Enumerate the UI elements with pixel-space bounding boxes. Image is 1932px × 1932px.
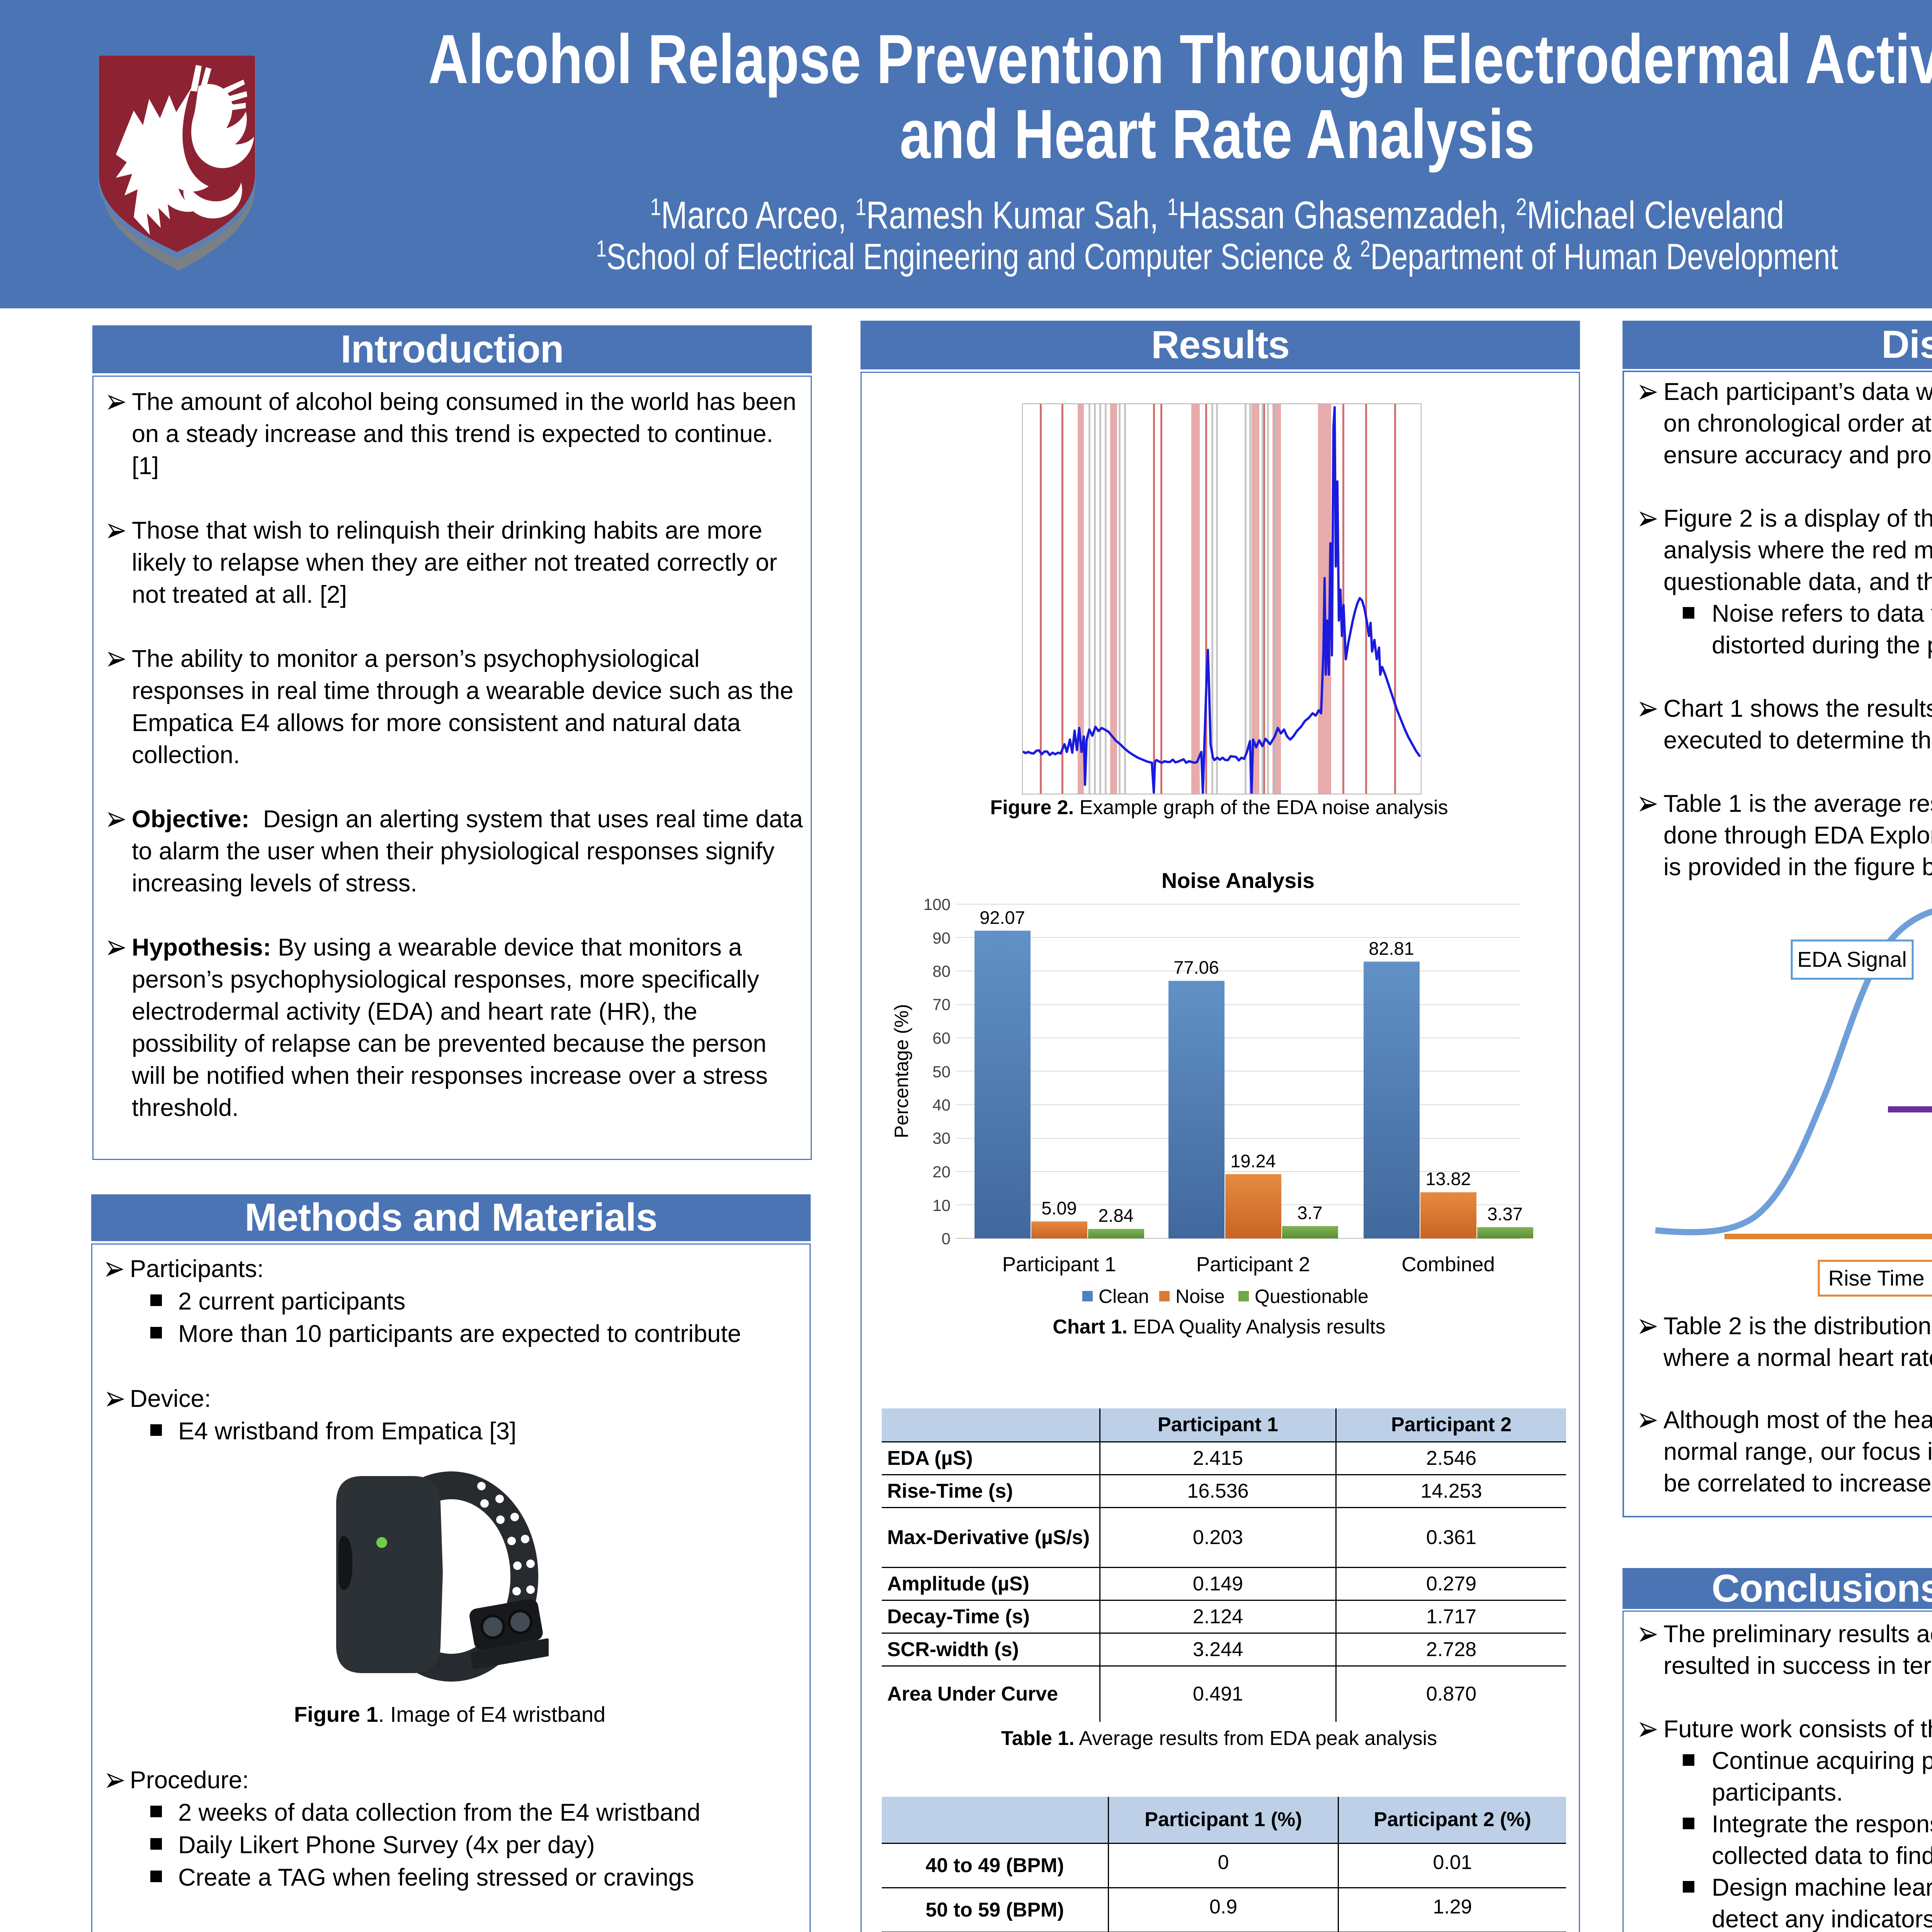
svg-text:77.06: 77.06 [1173, 957, 1219, 978]
svg-text:Participant 1: Participant 1 [1002, 1253, 1116, 1276]
svg-text:Noise: Noise [1175, 1286, 1225, 1307]
svg-text:100: 100 [923, 895, 951, 913]
svg-text:Questionable: Questionable [1255, 1286, 1369, 1307]
svg-text:50: 50 [932, 1063, 951, 1081]
svg-text:40: 40 [932, 1096, 951, 1114]
svg-text:19.24: 19.24 [1230, 1151, 1276, 1171]
svg-text:70: 70 [932, 995, 951, 1014]
svg-text:30: 30 [932, 1129, 951, 1147]
svg-text:Combined: Combined [1401, 1253, 1495, 1276]
svg-text:2.84: 2.84 [1098, 1205, 1133, 1226]
svg-text:Noise Analysis: Noise Analysis [1162, 868, 1315, 893]
svg-text:10: 10 [932, 1196, 951, 1214]
svg-text:3.7: 3.7 [1297, 1202, 1322, 1223]
svg-text:Percentage (%): Percentage (%) [891, 1004, 912, 1138]
svg-text:3.37: 3.37 [1487, 1204, 1522, 1224]
svg-text:92.07: 92.07 [980, 907, 1025, 928]
svg-text:60: 60 [932, 1029, 951, 1047]
svg-text:Rise Time: Rise Time [1828, 1266, 1925, 1290]
svg-text:20: 20 [932, 1163, 951, 1181]
svg-text:80: 80 [932, 962, 951, 980]
svg-text:Participant 2: Participant 2 [1196, 1253, 1310, 1276]
svg-text:90: 90 [932, 929, 951, 947]
svg-text:13.82: 13.82 [1425, 1168, 1471, 1189]
svg-text:82.81: 82.81 [1369, 938, 1414, 959]
svg-text:0: 0 [942, 1230, 951, 1248]
svg-text:EDA Signal: EDA Signal [1797, 947, 1906, 971]
svg-text:Clean: Clean [1099, 1286, 1149, 1307]
svg-text:5.09: 5.09 [1041, 1198, 1077, 1218]
